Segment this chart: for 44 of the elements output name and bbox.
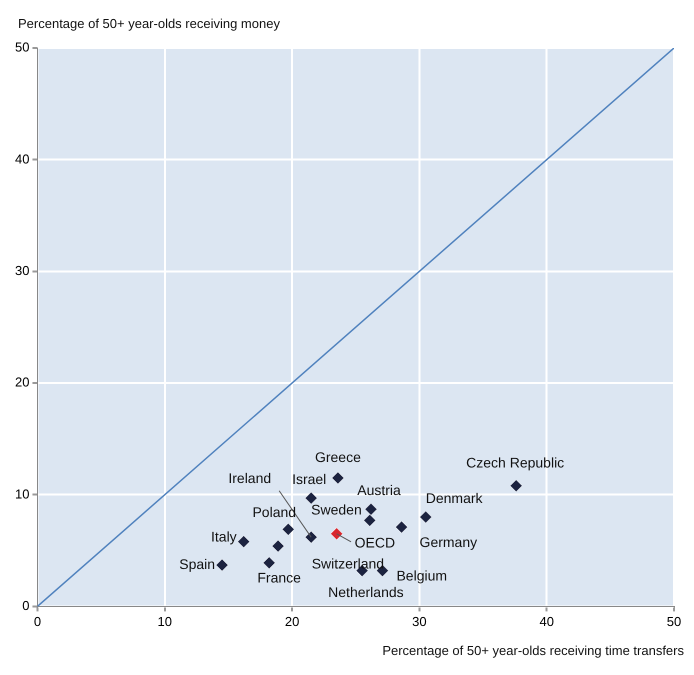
annotation: Ireland bbox=[228, 470, 272, 486]
y-tick-label: 50 bbox=[14, 40, 30, 55]
point bbox=[262, 556, 276, 570]
y-tick-label: 40 bbox=[14, 151, 30, 166]
annotation: Greece bbox=[314, 448, 362, 465]
point bbox=[395, 520, 408, 534]
annotation: Israel bbox=[292, 470, 326, 487]
annotation: Germany bbox=[420, 534, 478, 550]
annotation: Spain bbox=[179, 556, 216, 572]
point bbox=[510, 480, 522, 492]
annotation: Switzerland bbox=[312, 556, 384, 572]
x-axis-title: Percentage of 50+ year-olds receiving time transfers bbox=[382, 643, 684, 658]
annotation: OECD bbox=[354, 534, 396, 551]
x-tick-label: 30 bbox=[412, 614, 427, 629]
y-tick-label: 0 bbox=[22, 598, 30, 613]
point bbox=[237, 535, 250, 548]
y-axis-title: Percentage of 50+ year-olds receiving money bbox=[18, 16, 280, 31]
x-tick-label: 50 bbox=[666, 614, 682, 629]
point bbox=[304, 492, 318, 504]
annotation: Belgium bbox=[396, 568, 448, 584]
point bbox=[272, 540, 284, 552]
x-tick-label: 40 bbox=[539, 614, 554, 629]
annotation: Denmark bbox=[426, 490, 484, 506]
annotation: Czech Republic bbox=[466, 454, 564, 471]
point bbox=[304, 530, 318, 544]
y-tick-label: 10 bbox=[14, 486, 30, 502]
point bbox=[216, 558, 228, 572]
point bbox=[332, 472, 344, 484]
point bbox=[364, 502, 378, 516]
annotation: Austria bbox=[357, 482, 402, 498]
annotation: Sweden bbox=[311, 501, 362, 518]
x-tick-label: 20 bbox=[284, 614, 300, 629]
point bbox=[282, 523, 295, 536]
annotation: Italy bbox=[211, 528, 237, 544]
x-tick-label: 0 bbox=[34, 614, 42, 629]
x-tick-label: 10 bbox=[158, 614, 172, 629]
annotation: Poland bbox=[252, 504, 296, 520]
annotation: France bbox=[257, 570, 302, 586]
annotation: Netherlands bbox=[328, 584, 404, 600]
y-tick-label: 20 bbox=[14, 374, 30, 390]
point bbox=[420, 510, 432, 524]
y-tick-label: 30 bbox=[14, 262, 30, 278]
point bbox=[363, 514, 376, 527]
point bbox=[330, 528, 343, 540]
